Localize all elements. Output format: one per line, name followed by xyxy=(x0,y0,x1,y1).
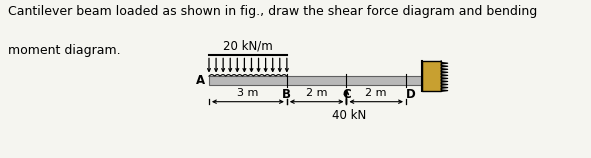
Bar xyxy=(422,61,441,91)
Text: 40 kN: 40 kN xyxy=(332,109,366,122)
Text: 20 kN/m: 20 kN/m xyxy=(223,39,273,52)
Text: A: A xyxy=(196,74,205,87)
Text: B: B xyxy=(282,88,291,101)
Text: Cantilever beam loaded as shown in fig., draw the shear force diagram and bendin: Cantilever beam loaded as shown in fig.,… xyxy=(8,5,537,18)
Text: 2 m: 2 m xyxy=(365,88,387,98)
Text: 3 m: 3 m xyxy=(237,88,259,98)
Bar xyxy=(209,76,422,85)
Text: D: D xyxy=(406,88,415,101)
Text: 2 m: 2 m xyxy=(306,88,327,98)
Text: C: C xyxy=(342,88,351,101)
Text: moment diagram.: moment diagram. xyxy=(8,44,121,57)
